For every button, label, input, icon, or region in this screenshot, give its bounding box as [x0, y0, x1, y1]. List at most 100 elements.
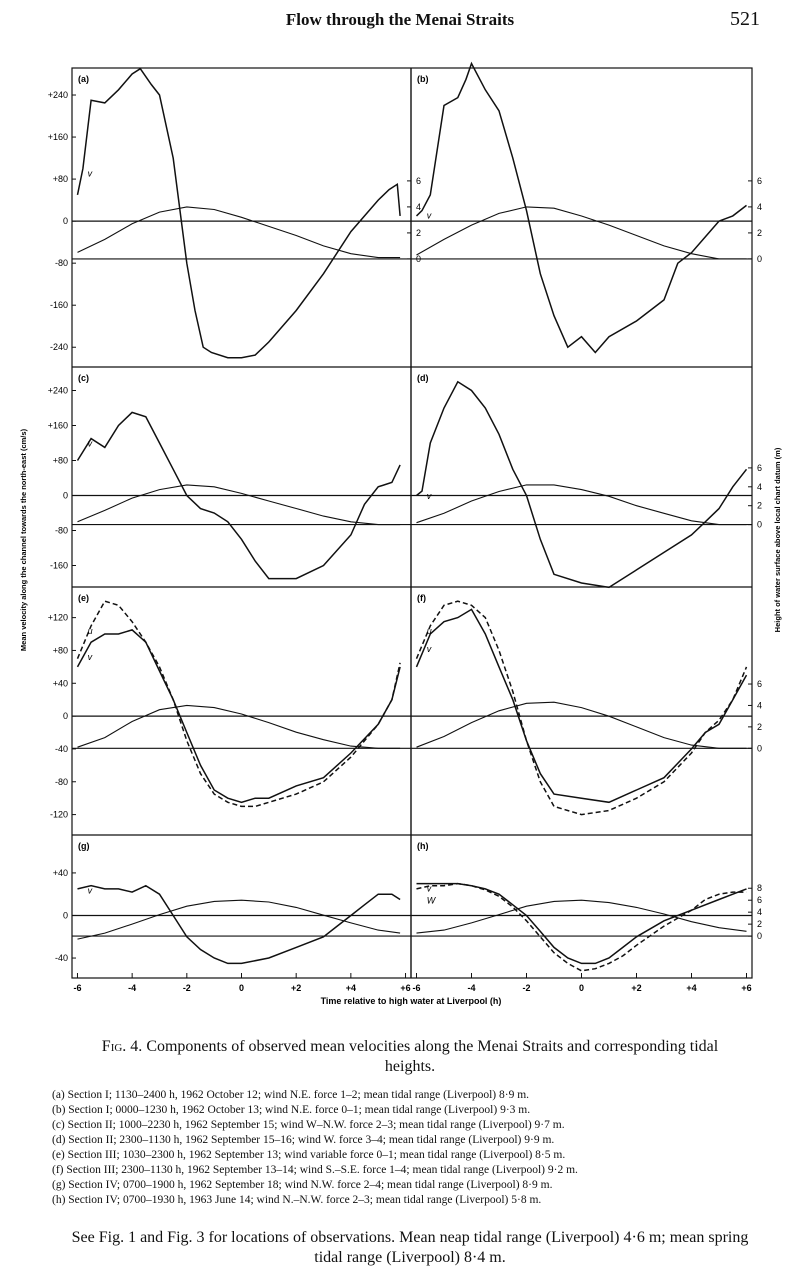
- velocity-curve-w: [416, 882, 747, 972]
- height-tick-label: 2: [757, 228, 762, 238]
- y-tick-label: +240: [48, 386, 68, 396]
- y-tick-label: -240: [50, 342, 68, 352]
- panel-d: (d) 6 4 2 0 v: [411, 373, 762, 589]
- legend-row-b: (b) Section I; 0000–1230 h, 1962 October…: [52, 1104, 531, 1116]
- tidal-height-curve: [416, 484, 747, 526]
- curve-label: v: [88, 169, 93, 179]
- velocity-curve-v: [76, 411, 401, 580]
- figure-legend: (a) Section I; 1130–2400 h, 1962 October…: [52, 1088, 772, 1208]
- curve-label: u: [427, 626, 432, 636]
- x-tick-label: +6: [400, 983, 410, 993]
- height-tick-label: 4: [757, 907, 762, 917]
- velocity-curve-u: [76, 600, 401, 808]
- panel-label: (c): [78, 373, 89, 383]
- height-tick-label: 0: [757, 931, 762, 941]
- x-axis-label: Time relative to high water at Liverpool…: [321, 996, 502, 1006]
- legend-row-f: (f) Section III; 2300–1130 h, 1962 Septe…: [52, 1164, 578, 1176]
- tidal-height-curve: [77, 484, 401, 526]
- velocity-curve-v: [416, 882, 747, 965]
- y-tick-label: +80: [53, 174, 68, 184]
- curve-label: v: [88, 652, 93, 662]
- tidal-height-curve: [77, 899, 401, 940]
- figure-panels: (a)+240+160+800-80-160-2406420v(b)6420v(…: [48, 61, 762, 972]
- panel-e: (e) +120 +80 +40 0 -40 -80 -120 u v: [48, 593, 411, 820]
- y-tick-label: -40: [55, 744, 68, 754]
- figure-caption-text: Components of observed mean velocities a…: [146, 1038, 719, 1075]
- height-tick-label: 2: [757, 919, 762, 929]
- curve-label: v: [427, 211, 432, 221]
- x-tick-label: -4: [128, 983, 136, 993]
- height-tick-label: 6: [416, 176, 421, 186]
- page-number: 521: [730, 8, 760, 30]
- panel-c: (c) +240 +160 +80 0 -80 -160 v: [48, 373, 411, 580]
- panel-label: (a): [78, 74, 89, 84]
- x-tick-label: 0: [579, 983, 584, 993]
- panel-label: (f): [417, 593, 426, 603]
- legend-row-a: (a) Section I; 1130–2400 h, 1962 October…: [52, 1089, 530, 1101]
- panel-label: (e): [78, 593, 89, 603]
- y-tick-label: 0: [63, 491, 68, 501]
- figure-4: (a)+240+160+800-80-160-2406420v(b)6420v(…: [19, 61, 782, 1006]
- velocity-curve-u: [415, 600, 748, 816]
- velocity-curve-v: [77, 884, 401, 965]
- legend-row-g: (g) Section IV; 0700–1900 h, 1962 Septem…: [52, 1179, 553, 1191]
- legend-row-e: (e) Section III; 1030–2300 h, 1962 Septe…: [52, 1149, 566, 1161]
- x-tick-label: +4: [346, 983, 356, 993]
- tidal-height-curve: [77, 206, 401, 259]
- y-tick-label: +80: [53, 645, 68, 655]
- curve-label: v: [427, 491, 432, 501]
- height-tick-label: 8: [757, 883, 762, 893]
- height-tick-label: 6: [757, 463, 762, 473]
- figure-caption-label: Fig. 4.: [101, 1038, 143, 1055]
- curve-label: W: [427, 896, 437, 906]
- x-tick-label: -4: [467, 983, 475, 993]
- height-tick-label: 4: [757, 202, 762, 212]
- tidal-height-curve: [416, 206, 747, 260]
- legend-row-c: (c) Section II; 1000–2230 h, 1962 Septem…: [52, 1119, 565, 1131]
- tidal-height-curve: [416, 701, 747, 749]
- curve-label: v: [88, 439, 93, 449]
- panel-f: (f) 6 4 2 0 uv: [411, 593, 762, 816]
- figure-caption: Fig. 4. Components of observed mean velo…: [80, 1037, 740, 1077]
- height-tick-label: 4: [416, 202, 421, 212]
- y-axis-left-label: Mean velocity along the channel towards …: [19, 428, 28, 651]
- velocity-curve-v: [76, 629, 401, 804]
- x-tick-label: +4: [686, 983, 696, 993]
- x-tick-label: -2: [183, 983, 191, 993]
- x-tick-label: 0: [239, 983, 244, 993]
- height-tick-label: 2: [757, 501, 762, 511]
- running-header: Flow through the Menai Straits 521: [0, 8, 800, 36]
- x-tick-label: -2: [522, 983, 530, 993]
- tidal-height-curve: [77, 704, 401, 749]
- y-tick-label: 0: [63, 910, 68, 920]
- legend-row-h: (h) Section IV; 0700–1930 h, 1963 June 1…: [52, 1194, 542, 1206]
- panel-label: (h): [417, 841, 429, 851]
- x-tick-label: -6: [412, 983, 420, 993]
- panel-b: (b) 6 4 2 0 v: [411, 61, 762, 354]
- x-axis-ticks: -6 -4 -2 0 +2 +4 +6 -6 -4 -2 0 +2 +4 +6: [73, 973, 752, 993]
- panel-label: (b): [417, 74, 429, 84]
- x-tick-label: -6: [73, 983, 81, 993]
- velocity-curve-v: [76, 67, 401, 359]
- running-title: Flow through the Menai Straits: [285, 10, 515, 29]
- y-tick-label: -80: [55, 526, 68, 536]
- y-tick-label: +120: [48, 613, 68, 623]
- x-tick-label: +2: [631, 983, 641, 993]
- panel-label: (g): [78, 841, 90, 851]
- height-tick-label: 0: [757, 520, 762, 530]
- y-tick-label: -80: [55, 258, 68, 268]
- height-tick-label: 4: [757, 700, 762, 710]
- height-tick-label: 0: [757, 743, 762, 753]
- y-tick-label: -40: [55, 953, 68, 963]
- height-tick-label: 6: [757, 679, 762, 689]
- curve-label: v: [427, 884, 432, 894]
- y-tick-label: +240: [48, 90, 68, 100]
- y-axis-right-label: Height of water surface above local char…: [773, 447, 782, 632]
- y-tick-label: 0: [63, 216, 68, 226]
- y-tick-label: 0: [63, 711, 68, 721]
- panel-g: (g) +40 0 -40 v: [53, 841, 411, 965]
- y-tick-label: -160: [50, 300, 68, 310]
- y-tick-label: +40: [53, 678, 68, 688]
- figure-note: See Fig. 1 and Fig. 3 for locations of o…: [71, 1229, 749, 1266]
